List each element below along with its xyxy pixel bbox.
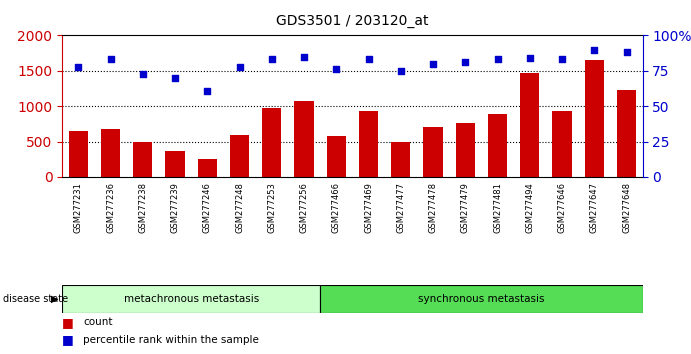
- Bar: [320, 285, 643, 313]
- Text: GSM277646: GSM277646: [558, 182, 567, 233]
- Point: [556, 57, 567, 62]
- Point: [492, 57, 503, 62]
- Bar: [327, 136, 346, 177]
- Bar: [262, 108, 281, 177]
- Point: [460, 59, 471, 65]
- Text: GSM277236: GSM277236: [106, 182, 115, 233]
- Text: GSM277479: GSM277479: [461, 182, 470, 233]
- Text: GSM277647: GSM277647: [589, 182, 599, 233]
- Text: ■: ■: [62, 333, 74, 346]
- Point: [363, 57, 374, 62]
- Text: GSM277481: GSM277481: [493, 182, 502, 233]
- Point: [73, 64, 84, 69]
- Text: GSM277256: GSM277256: [299, 182, 309, 233]
- Point: [621, 50, 632, 55]
- Text: GSM277239: GSM277239: [171, 182, 180, 233]
- Text: GSM277248: GSM277248: [235, 182, 244, 233]
- Bar: [101, 129, 120, 177]
- Bar: [617, 90, 636, 177]
- Text: count: count: [83, 317, 113, 327]
- Bar: [455, 123, 475, 177]
- Bar: [165, 151, 184, 177]
- Text: metachronous metastasis: metachronous metastasis: [124, 294, 259, 304]
- Bar: [230, 135, 249, 177]
- Text: GSM277469: GSM277469: [364, 182, 373, 233]
- Text: GSM277477: GSM277477: [396, 182, 406, 233]
- Text: GSM277648: GSM277648: [622, 182, 631, 233]
- Point: [524, 55, 536, 61]
- Bar: [294, 101, 314, 177]
- Text: GSM277494: GSM277494: [525, 182, 534, 233]
- Text: GSM277466: GSM277466: [332, 182, 341, 233]
- Point: [589, 47, 600, 52]
- Text: ■: ■: [62, 316, 74, 329]
- Text: GSM277231: GSM277231: [74, 182, 83, 233]
- Point: [105, 57, 116, 62]
- Text: percentile rank within the sample: percentile rank within the sample: [83, 335, 259, 345]
- Text: synchronous metastasis: synchronous metastasis: [418, 294, 545, 304]
- Point: [138, 71, 149, 76]
- Point: [266, 57, 277, 62]
- Text: GSM277478: GSM277478: [428, 182, 437, 233]
- Point: [428, 61, 439, 67]
- Bar: [520, 73, 540, 177]
- Bar: [359, 111, 378, 177]
- Point: [299, 54, 310, 59]
- Text: GSM277238: GSM277238: [138, 182, 147, 233]
- Point: [331, 67, 342, 72]
- Point: [395, 68, 406, 74]
- Text: disease state: disease state: [3, 294, 68, 304]
- Text: GSM277246: GSM277246: [202, 182, 212, 233]
- Bar: [68, 131, 88, 177]
- Bar: [391, 142, 410, 177]
- Text: ▶: ▶: [51, 294, 59, 304]
- Bar: [488, 114, 507, 177]
- Point: [234, 64, 245, 69]
- Bar: [198, 159, 217, 177]
- Bar: [424, 127, 443, 177]
- Point: [169, 75, 180, 81]
- Text: GDS3501 / 203120_at: GDS3501 / 203120_at: [276, 14, 428, 28]
- Bar: [133, 142, 153, 177]
- Bar: [552, 111, 571, 177]
- Bar: [585, 60, 604, 177]
- Bar: [62, 285, 320, 313]
- Text: GSM277253: GSM277253: [267, 182, 276, 233]
- Point: [202, 88, 213, 93]
